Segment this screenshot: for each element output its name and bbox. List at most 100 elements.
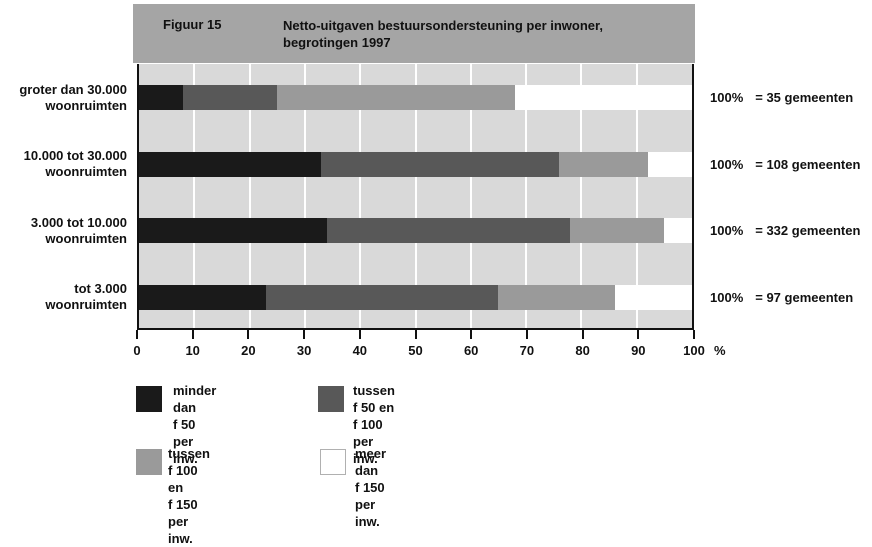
figure-number-label: Figuur 15 — [163, 17, 222, 32]
bar-segment — [614, 284, 692, 310]
x-tick-100 — [693, 330, 695, 339]
x-tick-10 — [191, 330, 194, 339]
category-label-line2: woonruimten — [45, 230, 127, 246]
bar-segment — [139, 284, 267, 310]
category-label-2: 3.000 tot 10.000 woonruimten — [0, 214, 127, 246]
gridline-50 — [414, 64, 417, 328]
legend-label-1: tussen f 50 en f 100 per inw. — [353, 382, 395, 467]
figure-title-line2: begrotingen 1997 — [283, 35, 391, 50]
bar-segment — [515, 85, 692, 110]
total-gemeenten: = 108 gemeenten — [755, 156, 861, 172]
x-tick-label-80: 80 — [575, 343, 590, 358]
total-pct: 100% — [710, 223, 744, 238]
bar-segment — [647, 151, 692, 177]
gridline-20 — [248, 64, 251, 328]
bar-segment — [664, 218, 692, 243]
x-tick-label-60: 60 — [463, 343, 479, 358]
legend-swatch-3 — [320, 449, 346, 475]
legend-label-3: meer dan f 150 per inw. — [355, 445, 386, 530]
legend-label-line1: tussen f 50 en — [353, 383, 395, 415]
x-tick-label-20: 20 — [241, 343, 256, 358]
x-tick-label-70: 70 — [519, 343, 535, 358]
category-label-3: tot 3.000 woonruimten — [0, 281, 127, 312]
legend-label-line1: meer dan — [355, 446, 387, 478]
x-tick-label-50: 50 — [408, 343, 423, 358]
x-tick-30 — [303, 330, 306, 339]
bar-row-0 — [139, 85, 692, 110]
category-label-line2: woonruimten — [45, 297, 127, 312]
figure-title: Netto-uitgaven bestuursondersteuning per… — [283, 17, 603, 51]
total-label-0: 100% = 35 gemeenten — [710, 85, 872, 110]
x-axis-ticks — [136, 330, 695, 340]
x-tick-40 — [358, 330, 361, 339]
gridline-90 — [635, 64, 638, 328]
x-tick-label-0: 0 — [133, 343, 141, 358]
legend-label-line2: f 150 per inw. — [168, 497, 198, 546]
legend-label-line2: f 100 per inw. — [353, 417, 383, 466]
x-tick-label-100: 100 — [683, 343, 705, 358]
bar-segment — [183, 85, 278, 110]
gridline-60 — [469, 64, 472, 328]
x-tick-20 — [247, 330, 250, 339]
legend-label-line2: f 150 per inw. — [355, 480, 385, 529]
bar-row-1 — [139, 151, 692, 177]
figure-header: Figuur 15 Netto-uitgaven bestuursonderst… — [133, 4, 695, 63]
gridline-70 — [525, 64, 528, 328]
bar-segment — [321, 151, 560, 177]
category-label-1: 10.000 tot 30.000 woonruimten — [0, 148, 127, 179]
x-tick-label-40: 40 — [352, 343, 368, 358]
gridline-30 — [303, 64, 306, 328]
bar-row-3 — [139, 284, 692, 310]
x-axis-unit-label: % — [714, 343, 726, 358]
total-pct: 100% — [710, 289, 744, 305]
gridline-40 — [359, 64, 362, 328]
legend-swatch-1 — [318, 386, 344, 412]
legend-label-line1: tussen f 100 en — [168, 446, 210, 495]
bar-segment — [139, 218, 328, 243]
gridline-80 — [580, 64, 583, 328]
bar-segment — [498, 284, 615, 310]
x-tick-50 — [414, 330, 417, 339]
plot-area — [137, 64, 694, 330]
bar-row-2 — [139, 218, 692, 243]
total-gemeenten: = 35 gemeenten — [755, 90, 854, 105]
total-label-1: 100% = 108 gemeenten — [710, 152, 872, 177]
total-gemeenten: = 97 gemeenten — [755, 289, 854, 305]
legend-label-2: tussen f 100 en f 150 per inw. — [168, 445, 210, 547]
figure-title-line1: Netto-uitgaven bestuursondersteuning per… — [283, 18, 603, 33]
x-tick-80 — [581, 330, 584, 339]
category-label-line1: 3.000 tot 10.000 — [30, 214, 127, 230]
gridline-10 — [193, 64, 196, 328]
bar-segment — [559, 151, 648, 177]
bar-segment — [570, 218, 665, 243]
bar-segment — [277, 85, 516, 110]
x-tick-label-90: 90 — [631, 343, 646, 358]
total-gemeenten: = 332 gemeenten — [755, 223, 861, 238]
bar-segment — [139, 85, 184, 110]
legend-swatch-0 — [136, 386, 162, 412]
total-pct: 100% — [710, 90, 744, 105]
x-tick-60 — [470, 330, 473, 339]
legend-label-line2: f 50 per inw. — [173, 417, 198, 466]
category-label-line1: tot 3.000 — [74, 281, 127, 296]
plot-inner — [139, 64, 692, 328]
total-pct: 100% — [710, 156, 744, 172]
x-tick-90 — [637, 330, 640, 339]
x-tick-70 — [525, 330, 528, 339]
x-tick-0 — [136, 330, 138, 339]
legend-label-line1: minder dan — [173, 383, 217, 415]
category-label-line2: woonruimten — [45, 164, 127, 179]
category-label-line1: groter dan 30.000 — [19, 81, 127, 97]
bar-segment — [139, 151, 322, 177]
legend-swatch-2 — [136, 449, 162, 475]
legend-label-0: minder dan f 50 per inw. — [173, 382, 216, 467]
bar-segment — [327, 218, 571, 243]
category-label-line1: 10.000 tot 30.000 — [23, 148, 127, 163]
bar-segment — [266, 284, 499, 310]
total-label-2: 100% = 332 gemeenten — [710, 218, 872, 243]
category-label-0: groter dan 30.000 woonruimten — [0, 81, 127, 113]
category-label-line2: woonruimten — [45, 97, 127, 113]
x-tick-label-10: 10 — [185, 343, 200, 358]
x-tick-label-30: 30 — [296, 343, 312, 358]
total-label-3: 100% = 97 gemeenten — [710, 285, 872, 310]
